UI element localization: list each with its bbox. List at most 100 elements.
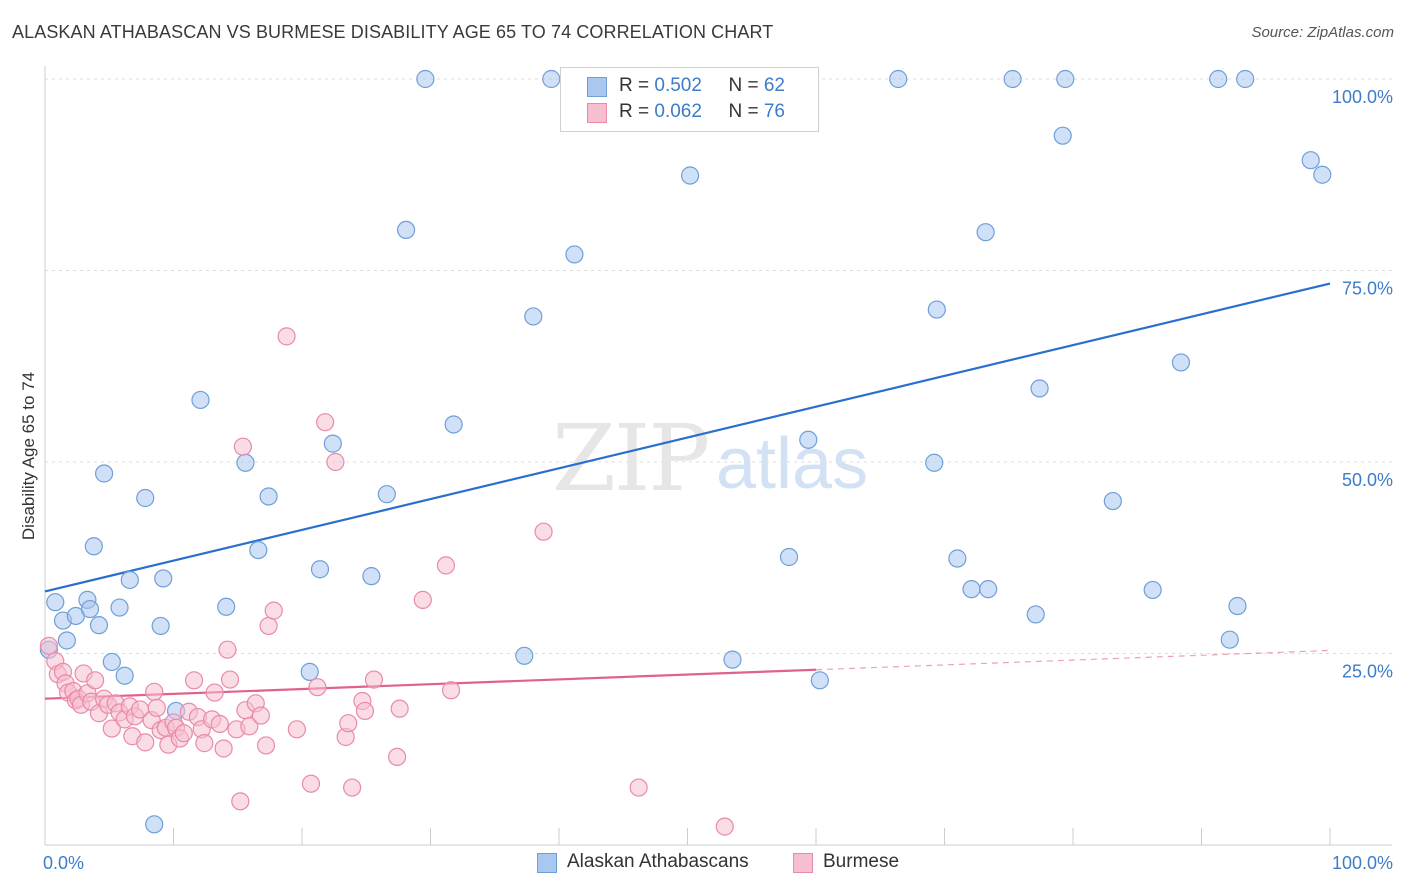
athabascan-point [927, 300, 946, 319]
source-label: Source: ZipAtlas.com [1251, 24, 1394, 41]
r-value: 0.502 [654, 75, 702, 96]
burmese-point [218, 640, 237, 659]
athabascan-point [1220, 630, 1239, 649]
athabascan-point [362, 567, 381, 586]
athabascan-point [46, 593, 65, 612]
r-value: 0.062 [654, 101, 702, 122]
athabascan-point [1171, 353, 1191, 372]
athabascan-point [89, 616, 109, 635]
athabascan-point [377, 485, 396, 504]
x-tick-label: 0.0% [43, 853, 84, 873]
burmese-point [629, 778, 648, 797]
athabascan-point [191, 390, 210, 410]
stats-legend-row-burmese: R = 0.062 N = 76 [561, 101, 818, 127]
stats-legend: R = 0.502 N = 62 R = 0.062 N = 76 [560, 67, 819, 132]
athabascan-stats: R = 0.502 N = 62 [619, 75, 785, 97]
athabascan-point [300, 662, 319, 681]
athabascan-trend-line [44, 282, 1331, 593]
burmese-point [251, 706, 270, 725]
athabascan-point [120, 570, 139, 590]
athabascan-point [1030, 379, 1049, 398]
athabascan-point [948, 549, 967, 568]
burmese-point [39, 636, 58, 655]
athabascan-point [145, 815, 164, 834]
athabascan-point [102, 652, 121, 672]
athabascan-point [799, 430, 818, 449]
burmese-point [210, 714, 229, 734]
trend-lines [44, 282, 1331, 700]
n-value: 76 [763, 101, 785, 122]
y-tick-label: 100.0% [1332, 87, 1393, 107]
athabascan-point [1003, 69, 1022, 89]
athabascan-point [115, 666, 134, 685]
athabascan-point [110, 598, 129, 617]
athabascan-point [1228, 596, 1247, 616]
burmese-point [231, 792, 250, 811]
burmese-point [102, 719, 121, 738]
n-value: 62 [763, 75, 785, 96]
athabascan-point [976, 223, 995, 242]
chart-title: ALASKAN ATHABASCAN VS BURMESE DISABILITY… [12, 22, 774, 42]
athabascan-point [154, 569, 173, 588]
burmese-point [534, 522, 553, 541]
watermark-zip: ZIP [552, 405, 708, 512]
burmese-point [195, 734, 214, 753]
burmese-point [145, 682, 164, 701]
athabascan-point [57, 631, 76, 650]
athabascan-point [565, 245, 584, 264]
burmese-legend-swatch [793, 853, 813, 873]
x-tick-label: 100.0% [1332, 853, 1393, 873]
athabascan-point [1026, 605, 1045, 624]
athabascan-point [810, 671, 829, 690]
burmese-point [436, 556, 456, 575]
burmese-point [308, 678, 327, 697]
athabascan-point [979, 580, 998, 599]
burmese-point [233, 437, 252, 456]
athabascan-point [962, 580, 981, 599]
watermark: ZIP atlas [552, 405, 868, 512]
athabascan-point [1209, 69, 1228, 89]
r-label: R = [619, 75, 655, 96]
burmese-point [355, 701, 375, 721]
athabascan-point [925, 453, 944, 472]
athabascan-point [723, 650, 742, 669]
athabascan-point [151, 616, 170, 636]
burmese-trend-line [44, 668, 817, 700]
athabascan-point [236, 453, 255, 472]
burmese-point [220, 670, 240, 689]
athabascan-point [396, 220, 416, 240]
stats-legend-row-athabascan: R = 0.502 N = 62 [561, 75, 818, 101]
burmese-point [136, 733, 155, 752]
athabascan-point [680, 166, 700, 185]
legend-label: Burmese [823, 851, 900, 872]
athabascan-point [84, 537, 103, 556]
athabascan-point [80, 599, 100, 619]
athabascan-point [323, 434, 342, 453]
athabascan-point [1301, 151, 1320, 170]
burmese-point [205, 683, 224, 702]
athabascan-point [249, 540, 268, 560]
burmese-point [259, 616, 278, 636]
athabascan-point [259, 487, 278, 506]
athabascan-point [542, 69, 561, 89]
burmese-point [343, 778, 362, 797]
athabascan-point [217, 597, 236, 616]
athabascan-point [779, 547, 799, 567]
athabascan-point [1056, 69, 1075, 89]
athabascan-swatch [587, 77, 607, 97]
burmese-point [184, 671, 204, 690]
athabascan-point [444, 415, 463, 434]
n-label: N = [728, 75, 764, 96]
axes [44, 66, 1392, 846]
watermark-atlas: atlas [716, 424, 868, 504]
tick-labels: 25.0% 50.0% 75.0% 100.0% 0.0% 100.0% [43, 87, 1393, 873]
athabascan-point [310, 560, 330, 579]
athabascan-point [1053, 126, 1072, 145]
burmese-point [256, 736, 276, 755]
athabascan-point [1143, 580, 1162, 600]
burmese-point [441, 681, 461, 700]
burmese-stats: R = 0.062 N = 76 [619, 101, 785, 123]
y-tick-label: 50.0% [1342, 470, 1393, 490]
burmese-swatch [587, 103, 607, 123]
